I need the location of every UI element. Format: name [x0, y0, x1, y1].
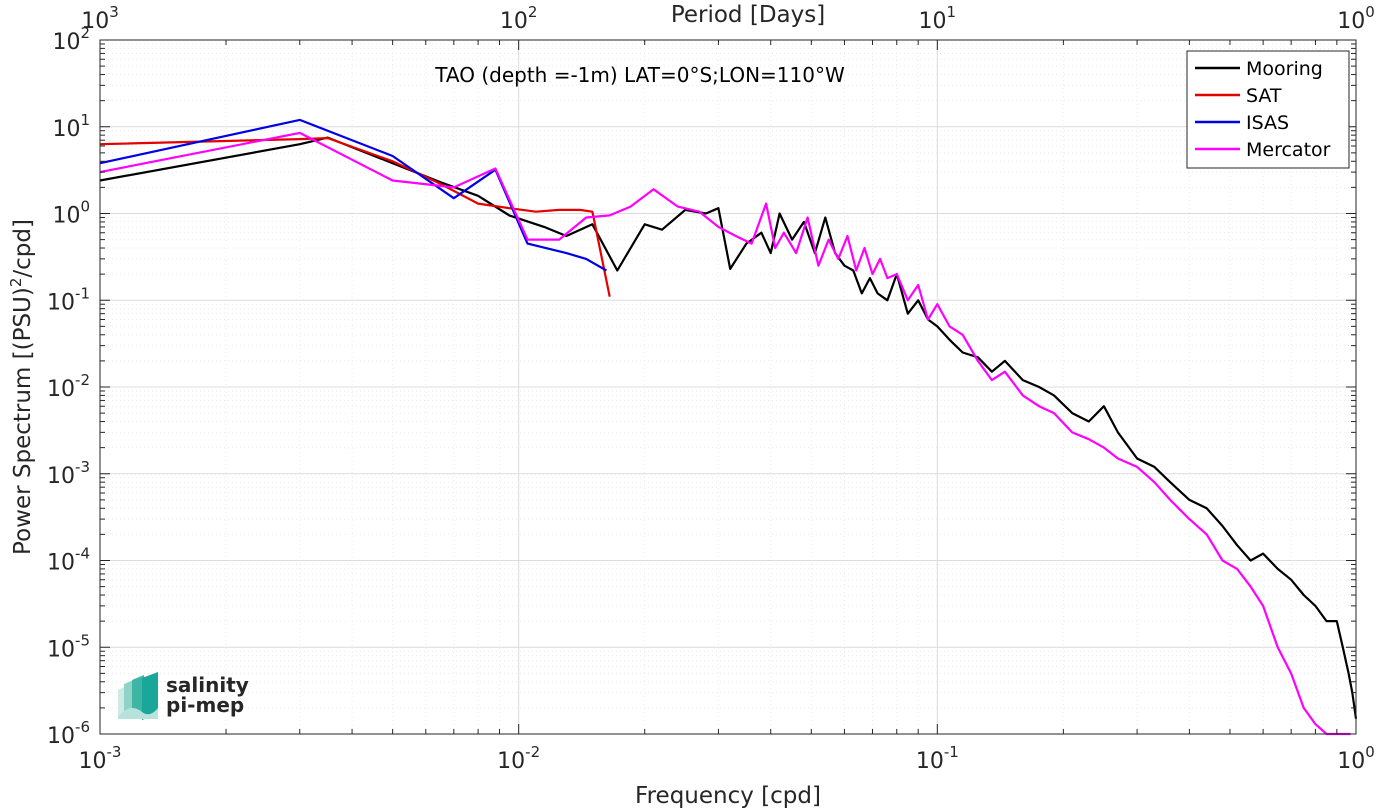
y-tick-label: 10-4	[47, 545, 90, 576]
y-tick-label: 101	[52, 111, 90, 142]
y-tick-label: 10-2	[47, 371, 90, 402]
y-tick-label: 10-6	[47, 718, 90, 749]
ticks-layer	[99, 39, 1357, 735]
top-tick-label: 102	[500, 3, 538, 34]
plot-title: TAO (depth =-1m) LAT=0°S;LON=110°W	[434, 63, 845, 87]
x-tick-label: 10-2	[497, 743, 540, 774]
series-line-sat	[99, 137, 611, 297]
legend-label-sat: SAT	[1246, 85, 1282, 107]
top-tick-label: 103	[81, 3, 119, 34]
salinity-logo-icon	[118, 672, 158, 720]
y-tick-label: 10-1	[47, 284, 90, 315]
y-tick-label: 10-5	[47, 631, 90, 662]
logo-text-pimep: pi-mep	[166, 693, 244, 717]
logo-text-salinity: salinity	[166, 673, 249, 697]
legend-label-isas: ISAS	[1246, 112, 1289, 134]
top-tick-label: 101	[919, 3, 957, 34]
y-tick-label: 10-3	[47, 458, 90, 489]
series-line-mooring	[99, 136, 1358, 719]
x-tick-label: 10-1	[916, 743, 959, 774]
y-axis-title: Power Spectrum [(PSU)2/cpd]	[7, 219, 36, 555]
salinity-pimep-logo: salinity pi-mep	[118, 672, 249, 720]
x-tick-label: 100	[1337, 743, 1375, 774]
grid-layer	[99, 39, 1357, 735]
legend-entries: Mooring SAT ISAS Mercator	[1195, 58, 1331, 161]
y-tick-label: 100	[52, 198, 90, 229]
x-tick-label: 10-3	[79, 743, 122, 774]
y-axis-title-superscript: 2	[7, 278, 25, 288]
legend: Mooring SAT ISAS Mercator	[1186, 50, 1350, 169]
y-tick-label: 102	[52, 24, 90, 55]
top-axis-title: Period [Days]	[671, 2, 825, 28]
top-tick-label: 100	[1337, 3, 1375, 34]
series-layer	[99, 118, 1358, 736]
legend-label-mercator: Mercator	[1246, 139, 1331, 161]
x-axis-title: Frequency [cpd]	[635, 783, 821, 809]
legend-label-mooring: Mooring	[1246, 58, 1323, 80]
series-line-mercator	[99, 131, 1351, 736]
